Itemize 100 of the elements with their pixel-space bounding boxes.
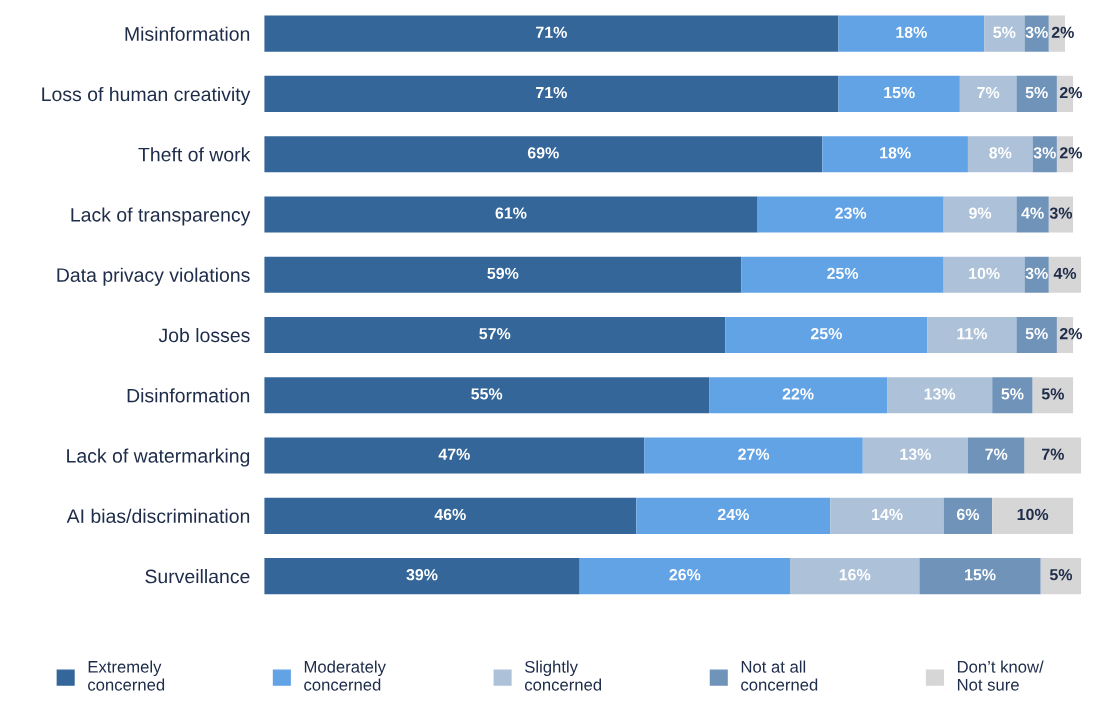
bar — [264, 256, 742, 293]
bar — [919, 557, 1041, 595]
y-tick-label: Theft of work — [138, 147, 251, 162]
data-label: 61% — [495, 207, 527, 219]
data-label: 22% — [782, 388, 814, 400]
data-label: 4% — [1053, 267, 1077, 279]
data-label: 13% — [924, 388, 956, 400]
bar — [992, 497, 1074, 534]
data-label: 3% — [1025, 267, 1048, 280]
bar — [967, 437, 1025, 474]
legend-label: Don’t know/ Not sure — [957, 660, 1044, 691]
bar — [838, 75, 960, 113]
bar — [1016, 196, 1049, 233]
data-label: 24% — [717, 508, 749, 521]
data-label: 3% — [1049, 207, 1073, 219]
y-tick-label: Misinformation — [125, 26, 250, 41]
bar — [741, 256, 944, 293]
bar — [264, 316, 726, 354]
data-label: 5% — [1001, 388, 1024, 400]
data-label: 5% — [1025, 86, 1048, 99]
bar — [789, 557, 920, 595]
bar — [862, 437, 968, 474]
data-label: 15% — [884, 86, 915, 99]
data-label: 18% — [896, 26, 927, 38]
data-label: 10% — [969, 267, 1000, 280]
data-label: 11% — [957, 328, 988, 340]
data-label: 5% — [993, 26, 1016, 38]
data-label: 3% — [1025, 26, 1048, 38]
bar — [264, 557, 580, 595]
data-label: 69% — [527, 147, 559, 159]
bar — [943, 196, 1017, 233]
data-label: 2% — [1051, 26, 1074, 38]
data-label: 71% — [536, 86, 567, 99]
legend-label: Slightly concerned — [524, 660, 602, 691]
bar — [992, 377, 1033, 414]
data-label: 5% — [1049, 569, 1073, 581]
data-label: 55% — [471, 388, 503, 400]
data-label: 46% — [434, 508, 466, 521]
bar — [264, 196, 758, 233]
data-label: 47% — [438, 448, 470, 460]
bar — [709, 377, 888, 414]
y-tick-label: AI bias/discrimination — [66, 508, 250, 524]
bar — [1024, 437, 1082, 474]
data-label: 25% — [827, 267, 859, 280]
legend-label: Not at all concerned — [741, 660, 818, 691]
bar — [967, 136, 1033, 173]
data-label: 71% — [536, 26, 567, 38]
bar — [943, 256, 1025, 293]
data-label: 6% — [956, 508, 980, 521]
data-label: 7% — [977, 86, 1000, 99]
bar — [959, 75, 1017, 113]
data-label: 57% — [479, 328, 511, 340]
data-label: 26% — [669, 569, 701, 581]
data-label: 2% — [1059, 147, 1083, 159]
bar — [264, 377, 710, 414]
bar — [264, 15, 839, 52]
data-label: 7% — [985, 448, 1008, 460]
data-label: 4% — [1021, 207, 1044, 219]
bar — [1016, 75, 1057, 113]
bar — [887, 377, 993, 414]
y-tick-label: Job losses — [158, 327, 250, 343]
bar — [1032, 377, 1074, 414]
bar — [264, 497, 637, 534]
bar — [838, 15, 985, 52]
data-label: 27% — [738, 448, 770, 460]
bar — [636, 497, 831, 534]
bar — [830, 497, 944, 534]
data-label: 18% — [880, 147, 911, 159]
data-label: 3% — [1033, 147, 1056, 159]
bar — [264, 136, 823, 173]
bar — [264, 437, 645, 474]
data-label: 10% — [1017, 508, 1049, 521]
data-label: 13% — [900, 448, 931, 460]
bar — [264, 75, 839, 113]
data-label: 15% — [965, 569, 996, 581]
data-label: 7% — [1042, 448, 1064, 460]
data-label: 8% — [989, 147, 1012, 159]
data-label: 14% — [872, 508, 903, 521]
data-label: 23% — [835, 207, 867, 219]
y-tick-label: Loss of human creativity — [42, 86, 251, 106]
data-label: 2% — [1059, 327, 1083, 340]
bar — [1016, 316, 1057, 354]
y-tick-label: Lack of watermarking — [67, 448, 250, 467]
bar — [984, 15, 1025, 52]
bar — [822, 136, 968, 173]
y-tick-label: Disinformation — [127, 388, 250, 403]
data-label: 25% — [810, 327, 842, 340]
legend-label: Moderately concerned — [304, 660, 386, 691]
bar — [644, 437, 863, 474]
data-label: 5% — [1041, 388, 1064, 400]
bar — [757, 196, 944, 233]
data-label: 5% — [1025, 328, 1048, 340]
legend-label: Extremely concerned — [88, 660, 165, 691]
bar — [927, 316, 1017, 354]
bar — [1040, 557, 1082, 595]
data-label: 16% — [839, 569, 871, 581]
data-label: 59% — [487, 267, 519, 280]
bar — [725, 316, 928, 354]
data-label: 9% — [969, 207, 992, 219]
bar — [579, 557, 790, 595]
